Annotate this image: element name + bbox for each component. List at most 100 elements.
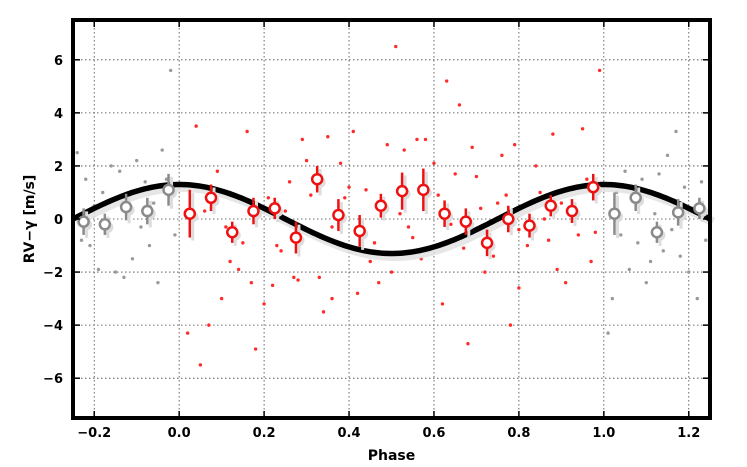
raw-point: [644, 280, 648, 285]
raw-point: [636, 241, 640, 245]
binned-point: [226, 226, 239, 239]
raw-point: [185, 331, 190, 335]
raw-point: [461, 246, 466, 250]
raw-point: [156, 280, 160, 285]
x-tick-label: 0.0: [168, 426, 191, 441]
raw-point: [610, 296, 615, 301]
raw-point: [236, 267, 241, 272]
raw-point: [219, 296, 224, 301]
raw-point: [164, 177, 169, 181]
raw-point: [517, 227, 521, 232]
raw-point: [130, 257, 135, 261]
raw-point: [580, 127, 585, 131]
raw-point: [96, 267, 101, 272]
raw-point: [84, 177, 88, 181]
raw-point: [215, 169, 220, 173]
raw-point: [589, 259, 593, 264]
raw-point: [555, 267, 559, 272]
raw-point: [279, 249, 283, 253]
raw-point: [661, 249, 665, 253]
raw-point: [411, 235, 415, 240]
raw-point: [330, 296, 334, 301]
raw-point: [135, 158, 139, 163]
raw-point: [168, 68, 173, 73]
binned-point: [650, 226, 664, 239]
binned-point: [671, 206, 685, 219]
raw-point: [173, 233, 177, 237]
raw-point: [423, 137, 428, 142]
raw-point: [542, 217, 547, 221]
model-curve-shadow: [73, 183, 716, 261]
raw-point: [657, 172, 661, 176]
y-tick-label: −4: [43, 319, 63, 334]
raw-point: [151, 201, 156, 205]
x-tick-label: 1.2: [677, 426, 700, 441]
model-curve: [71, 181, 716, 261]
raw-point: [118, 169, 122, 173]
raw-point: [678, 254, 682, 258]
raw-point: [440, 302, 445, 306]
y-axis-label: RV−γ [m/s]: [22, 175, 38, 264]
raw-point: [300, 137, 305, 142]
raw-point: [517, 286, 521, 290]
raw-point: [330, 225, 334, 229]
binned-point: [438, 207, 451, 220]
raw-point: [563, 280, 568, 285]
raw-point: [364, 188, 368, 192]
raw-point: [326, 135, 330, 139]
raw-point: [372, 241, 377, 245]
raw-point: [546, 238, 551, 242]
raw-point: [262, 302, 266, 306]
raw-point: [143, 180, 147, 184]
binned-point: [565, 204, 579, 218]
binned-point: [459, 215, 473, 228]
raw-point: [576, 233, 581, 237]
raw-point: [619, 233, 623, 237]
raw-point: [321, 310, 326, 314]
binned-points: [77, 165, 708, 260]
binned-point: [374, 199, 388, 212]
raw-point: [470, 145, 474, 150]
raw-point: [194, 124, 198, 128]
raw-point: [228, 259, 232, 264]
binned-point: [480, 236, 494, 250]
raw-point: [687, 270, 691, 274]
binned-point: [502, 212, 515, 226]
raw-point: [385, 143, 389, 147]
raw-point: [139, 225, 143, 229]
raw-point: [347, 185, 351, 189]
raw-point: [512, 143, 517, 147]
binned-point: [586, 180, 600, 194]
raw-point: [445, 79, 449, 83]
raw-point: [474, 174, 479, 179]
raw-point: [317, 275, 322, 280]
binned-point: [544, 199, 557, 212]
x-tick-label: 1.0: [592, 426, 615, 441]
raw-point: [653, 211, 657, 216]
raw-point: [483, 270, 487, 274]
binned-point: [77, 215, 90, 228]
raw-point: [160, 148, 164, 152]
raw-point: [283, 209, 288, 213]
raw-point: [457, 103, 462, 107]
raw-point: [101, 190, 105, 195]
raw-point: [432, 161, 436, 165]
binned-point: [523, 219, 536, 232]
raw-point: [122, 275, 126, 280]
raw-point: [241, 241, 245, 245]
y-tick-label: 4: [54, 107, 63, 122]
raw-point: [275, 243, 279, 248]
raw-point: [449, 222, 453, 227]
raw-point: [623, 169, 627, 173]
raw-point: [670, 227, 674, 232]
axis-ticks: −0.2 0.0 0.2 0.4 0.6 0.8 1.0 1.2 −6 −4 −2 0 2 4 6: [43, 20, 710, 441]
binned-point: [98, 218, 112, 231]
raw-point: [665, 153, 670, 158]
x-axis-label: Phase: [368, 448, 416, 464]
raw-point: [75, 150, 79, 155]
raw-point: [389, 270, 394, 274]
raw-point: [500, 153, 504, 158]
raw-point: [538, 190, 542, 195]
binned-point: [395, 184, 409, 198]
raw-point: [525, 243, 530, 248]
